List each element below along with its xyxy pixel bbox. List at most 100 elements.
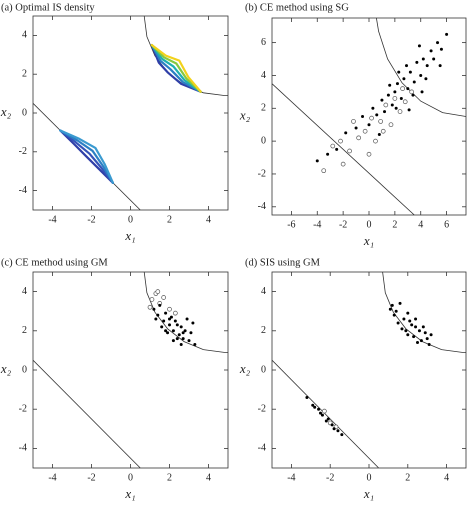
scatter-point (421, 57, 425, 61)
x-tick-label: 4 (418, 219, 423, 230)
scatter-point (171, 339, 175, 343)
scatter-point (412, 80, 416, 84)
scatter-point (185, 317, 189, 321)
x-tick-label: -2 (339, 219, 347, 230)
x-tick-label: 0 (128, 472, 133, 483)
scatter-point (425, 337, 429, 341)
y-axis-label: x₂ (239, 107, 251, 122)
scatter-point (351, 119, 356, 124)
scatter-point (395, 82, 399, 86)
scatter-point (390, 303, 394, 307)
x-axis-label: x₁ (363, 486, 374, 501)
scatter-point (330, 143, 336, 149)
scatter-point (380, 128, 386, 134)
scatter-point (361, 115, 365, 118)
scatter-point (408, 70, 412, 74)
scatter-point (393, 90, 397, 94)
x-tick-label: -4 (287, 472, 295, 483)
scatter-point (338, 138, 343, 144)
y-tick-label: -2 (19, 146, 27, 157)
scatter-point (166, 331, 170, 335)
scatter-point (402, 317, 406, 321)
y-axis-label: x₂ (239, 361, 251, 376)
scatter-point (315, 159, 319, 163)
plot-area (33, 16, 228, 210)
x-tick-label: 4 (444, 472, 449, 483)
scatter-point (175, 323, 179, 327)
y-tick-label: -4 (19, 443, 27, 454)
scatter-point (154, 317, 158, 321)
panel-title: (b) CE method using SG (245, 2, 349, 13)
scatter-point (181, 337, 185, 341)
scatter-point (383, 110, 387, 114)
scatter-point (405, 64, 409, 68)
scatter-point (193, 343, 197, 347)
contour-line (150, 43, 202, 93)
limit-state (33, 359, 141, 468)
scatter-point (183, 329, 187, 333)
scatter-point (406, 87, 410, 91)
y-tick-label: -4 (19, 185, 27, 196)
y-tick-label: -2 (258, 403, 266, 414)
contour-line (150, 43, 202, 93)
scatter-point (438, 64, 442, 68)
scatter-point (371, 106, 375, 110)
scatter-point (377, 133, 381, 137)
x-axis-label: x₁ (124, 486, 135, 501)
scatter-point (322, 408, 327, 414)
y-axis-label: x₂ (0, 361, 12, 376)
scatter-point (445, 32, 449, 36)
scatter-point (169, 315, 173, 319)
scatter-point (147, 304, 153, 310)
scatter-point (398, 301, 402, 305)
y-tick-label: -2 (19, 403, 27, 414)
scatter-point (392, 96, 398, 101)
y-tick-label: 6 (261, 37, 266, 48)
scatter-point (421, 325, 425, 329)
scatter-point (164, 329, 168, 333)
scatter-point (340, 433, 344, 437)
scatter-point (380, 98, 384, 102)
scatter-point (326, 417, 330, 421)
x-tick-label: -4 (313, 219, 321, 230)
scatter-point (373, 138, 378, 144)
limit-state (272, 359, 379, 468)
scatter-point (417, 329, 421, 333)
scatter-point (313, 405, 317, 409)
scatter-point (420, 90, 424, 94)
scatter-point (191, 321, 195, 325)
scatter-point (189, 331, 193, 335)
scatter-point (317, 407, 321, 411)
scatter-point (424, 77, 428, 81)
scatter-point (149, 297, 155, 302)
x-tick-label: 0 (128, 214, 133, 225)
scatter-point (354, 126, 358, 130)
x-tick-label: 4 (206, 214, 211, 225)
scatter-point (179, 325, 183, 329)
scatter-point (400, 86, 405, 91)
y-tick-label: 0 (22, 364, 27, 375)
scatter-point (409, 89, 415, 95)
scatter-point (356, 135, 362, 141)
scatter-point (160, 325, 164, 329)
x-tick-label: -4 (48, 472, 56, 483)
scatter-point (419, 339, 423, 343)
scatter-point (326, 152, 330, 156)
contour-line (59, 129, 115, 184)
scatter-point (388, 307, 392, 311)
scatter-point (396, 321, 400, 325)
y-tick-label: 4 (22, 286, 27, 297)
contour-line (150, 43, 202, 93)
scatter-point (324, 419, 328, 423)
scatter-point (411, 93, 415, 97)
contour-line (59, 129, 115, 184)
panel: (a) Optimal IS density -4 -2 0 2 4 -4 -2 0 2 4 x₁ x₂ (0, 2, 229, 243)
contour-line (150, 43, 202, 93)
scatter-point (164, 311, 168, 315)
scatter-point (414, 325, 418, 329)
scatter-point (394, 106, 398, 110)
scatter-point (399, 96, 403, 100)
scatter-point (416, 341, 419, 345)
scatter-point (414, 317, 418, 321)
